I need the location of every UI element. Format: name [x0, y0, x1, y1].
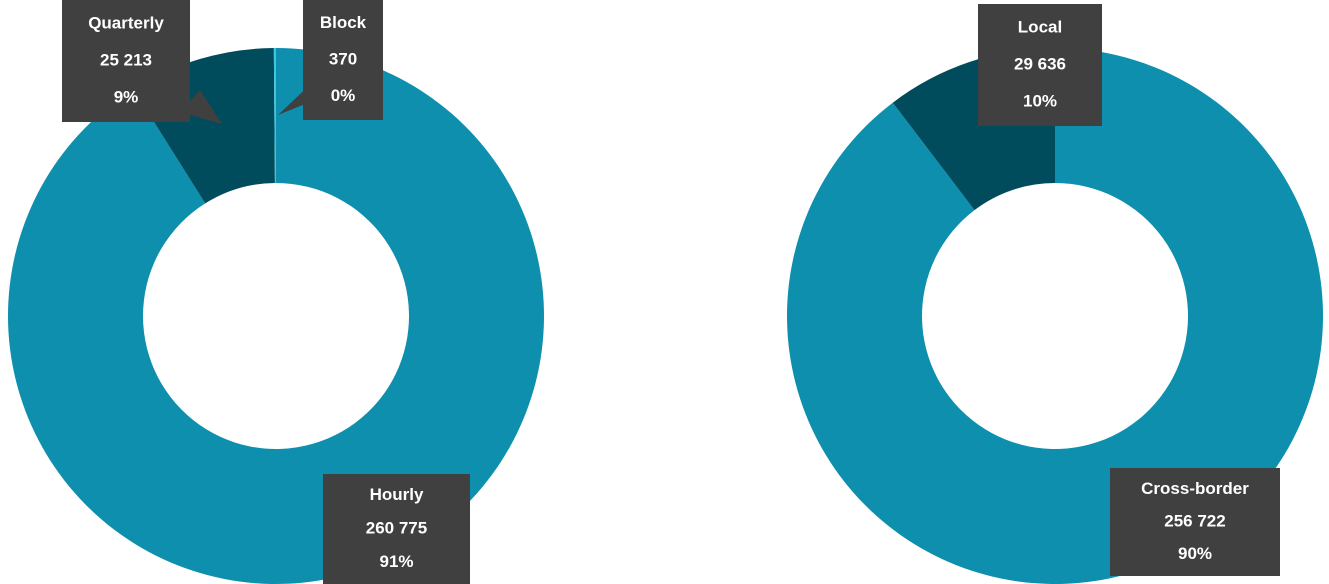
- value-label: 29 636: [1014, 54, 1066, 73]
- category-label: Quarterly: [88, 14, 164, 33]
- value-label: 260 775: [366, 518, 427, 537]
- donut-slice: [8, 48, 544, 584]
- donut-slice: [787, 48, 1323, 584]
- callout-pointer: [180, 90, 222, 124]
- labels: Hourly 260 775 91% Quarterly 25 213 9% Block 37…: [62, 0, 1280, 584]
- slices: [8, 48, 1323, 584]
- data-label-box: [323, 474, 470, 584]
- percentage-label: 91%: [379, 552, 413, 571]
- percentage-label: 9%: [114, 87, 139, 106]
- category-label: Block: [320, 13, 367, 32]
- percentage-label: 0%: [331, 86, 356, 105]
- percentage-label: 90%: [1178, 544, 1212, 563]
- data-label-box: [303, 0, 383, 120]
- value-label: 370: [329, 49, 357, 68]
- category-label: Local: [1018, 18, 1062, 37]
- data-label-box: [1110, 468, 1280, 576]
- donut-slice: [273, 48, 276, 184]
- value-label: 256 722: [1164, 511, 1225, 530]
- data-label-box: [62, 0, 190, 122]
- value-label: 25 213: [100, 50, 152, 69]
- data-label-box: [978, 4, 1102, 126]
- category-label: Cross-border: [1141, 479, 1249, 498]
- category-label: Hourly: [370, 485, 424, 504]
- percentage-label: 10%: [1023, 91, 1057, 110]
